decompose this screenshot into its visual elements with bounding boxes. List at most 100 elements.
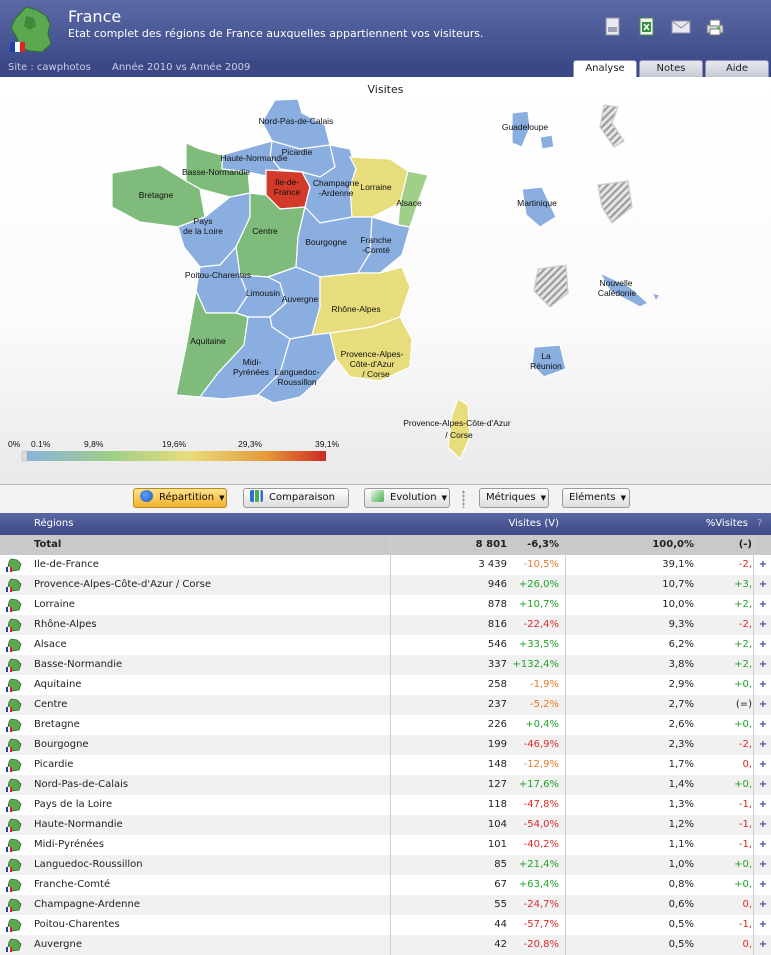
- pdf-export-icon[interactable]: [602, 16, 624, 38]
- region-name: Haute-Normandie: [34, 819, 123, 830]
- expand-row-button[interactable]: +: [758, 919, 768, 930]
- label-bretagne: Bretagne: [139, 190, 174, 200]
- region-map-icon[interactable]: [0, 875, 28, 895]
- region-map-icon[interactable]: [0, 835, 28, 855]
- col-header-pct-visites[interactable]: %Visites: [705, 518, 748, 529]
- expand-row-button[interactable]: +: [758, 839, 768, 850]
- table-row[interactable]: Ile-de-France 3 439 -10,5% 39,1% -2, +: [0, 555, 771, 575]
- region-map-icon[interactable]: [0, 775, 28, 795]
- region-map-icon[interactable]: [0, 795, 28, 815]
- table-row[interactable]: Bourgogne 199 -46,9% 2,3% -2, +: [0, 735, 771, 755]
- comparaison-button[interactable]: Comparaison: [243, 488, 349, 508]
- region-map-icon[interactable]: [0, 715, 28, 735]
- help-icon[interactable]: ?: [757, 518, 763, 529]
- table-row[interactable]: Picardie 148 -12,9% 1,7% 0, +: [0, 755, 771, 775]
- excel-export-icon[interactable]: [636, 16, 658, 38]
- region-map-icon[interactable]: [0, 615, 28, 635]
- region-name: Picardie: [34, 759, 74, 770]
- table-row[interactable]: Poitou-Charentes 44 -57,7% 0,5% -1, +: [0, 915, 771, 935]
- expand-row-button[interactable]: +: [758, 799, 768, 810]
- region-name: Poitou-Charentes: [34, 919, 120, 930]
- region-name: Bretagne: [34, 719, 80, 730]
- table-row[interactable]: Rhône-Alpes 816 -22,4% 9,3% -2, +: [0, 615, 771, 635]
- tab-analyse[interactable]: Analyse: [573, 60, 637, 77]
- label-midi-1: Midi-: [243, 357, 262, 367]
- table-row[interactable]: Lorraine 878 +10,7% 10,0% +2, +: [0, 595, 771, 615]
- expand-row-button[interactable]: +: [758, 819, 768, 830]
- region-visits-delta: +0,4%: [525, 719, 559, 730]
- expand-row-button[interactable]: +: [758, 619, 768, 630]
- table-row[interactable]: Nord-Pas-de-Calais 127 +17,6% 1,4% +0, +: [0, 775, 771, 795]
- expand-row-button[interactable]: +: [758, 879, 768, 890]
- expand-row-button[interactable]: +: [758, 599, 768, 610]
- region-pct: 2,3%: [668, 739, 694, 750]
- expand-row-button[interactable]: +: [758, 579, 768, 590]
- column-divider: [390, 535, 391, 955]
- tab-notes[interactable]: Notes: [639, 60, 703, 77]
- table-row[interactable]: Alsace 546 +33,5% 6,2% +2, +: [0, 635, 771, 655]
- region-map-icon[interactable]: [0, 575, 28, 595]
- label-pdl-2: de la Loire: [183, 226, 223, 236]
- col-header-visites[interactable]: Visites (V): [508, 518, 560, 529]
- table-row[interactable]: Languedoc-Roussillon 85 +21,4% 1,0% +0, +: [0, 855, 771, 875]
- table-row[interactable]: Champagne-Ardenne 55 -24,7% 0,6% 0, +: [0, 895, 771, 915]
- expand-row-button[interactable]: +: [758, 679, 768, 690]
- expand-row-button[interactable]: +: [758, 739, 768, 750]
- region-map-icon[interactable]: [0, 915, 28, 935]
- region-pct-delta: 0,: [742, 759, 752, 770]
- label-idf-2: France: [274, 187, 301, 197]
- table-row[interactable]: Franche-Comté 67 +63,4% 0,8% +0, +: [0, 875, 771, 895]
- evolution-button[interactable]: Evolution ▼: [364, 488, 450, 508]
- legend-label-0: 0%: [8, 439, 21, 449]
- table-row[interactable]: Centre 237 -5,2% 2,7% (=) +: [0, 695, 771, 715]
- region-map-icon[interactable]: [0, 755, 28, 775]
- region-map-icon[interactable]: [0, 555, 28, 575]
- expand-row-button[interactable]: +: [758, 719, 768, 730]
- region-pct: 1,4%: [668, 779, 694, 790]
- region-map-icon[interactable]: [0, 855, 28, 875]
- repartition-button[interactable]: Répartition ▼: [133, 488, 227, 508]
- expand-row-button[interactable]: +: [758, 779, 768, 790]
- region-franche-comte: [356, 216, 411, 274]
- table-row[interactable]: Aquitaine 258 -1,9% 2,9% +0, +: [0, 675, 771, 695]
- expand-row-button[interactable]: +: [758, 899, 768, 910]
- table-row[interactable]: Provence-Alpes-Côte-d'Azur / Corse 946 +26…: [0, 575, 771, 595]
- region-visits: 127: [487, 779, 507, 790]
- expand-row-button[interactable]: +: [758, 859, 768, 870]
- region-map-icon[interactable]: [0, 895, 28, 915]
- total-pct-delta: (-): [738, 539, 752, 550]
- region-map-icon[interactable]: [0, 735, 28, 755]
- expand-row-button[interactable]: +: [758, 639, 768, 650]
- table-row[interactable]: Bretagne 226 +0,4% 2,6% +0, +: [0, 715, 771, 735]
- col-header-regions[interactable]: Régions: [34, 518, 74, 529]
- region-name: Nord-Pas-de-Calais: [34, 779, 129, 790]
- metriques-label: Métriques: [486, 492, 536, 503]
- elements-button[interactable]: Eléments ▼: [562, 488, 630, 508]
- region-map-icon[interactable]: [0, 595, 28, 615]
- email-icon[interactable]: [670, 16, 692, 38]
- territory-unknown-2: [597, 180, 633, 224]
- print-icon[interactable]: [704, 16, 726, 38]
- region-map-icon[interactable]: [0, 675, 28, 695]
- expand-row-button[interactable]: +: [758, 699, 768, 710]
- region-map-icon[interactable]: [0, 695, 28, 715]
- expand-row-button[interactable]: +: [758, 559, 768, 570]
- region-map-icon[interactable]: [0, 635, 28, 655]
- region-map-icon[interactable]: [0, 815, 28, 835]
- metriques-button[interactable]: Métriques ▼: [479, 488, 549, 508]
- tab-aide[interactable]: Aide: [705, 60, 769, 77]
- region-map-icon[interactable]: [0, 655, 28, 675]
- table-row[interactable]: Basse-Normandie 337 +132,4% 3,8% +2, +: [0, 655, 771, 675]
- expand-row-button[interactable]: +: [758, 659, 768, 670]
- table-row[interactable]: Haute-Normandie 104 -54,0% 1,2% -1, +: [0, 815, 771, 835]
- france-regions-map: Nord-Pas-de-Calais Picardie Haute-Norman…: [8, 98, 661, 462]
- expand-row-button[interactable]: +: [758, 759, 768, 770]
- region-name: Pays de la Loire: [34, 799, 113, 810]
- region-map-icon[interactable]: [0, 935, 28, 955]
- table-row[interactable]: Midi-Pyrénées 101 -40,2% 1,1% -1, +: [0, 835, 771, 855]
- table-row[interactable]: Pays de la Loire 118 -47,8% 1,3% -1, +: [0, 795, 771, 815]
- table-row[interactable]: Auvergne 42 -20,8% 0,5% 0, +: [0, 935, 771, 955]
- label-champagne-2: -Ardenne: [319, 188, 354, 198]
- expand-row-button[interactable]: +: [758, 939, 768, 950]
- total-row: Total 8 801 -6,3% 100,0% (-): [0, 535, 771, 555]
